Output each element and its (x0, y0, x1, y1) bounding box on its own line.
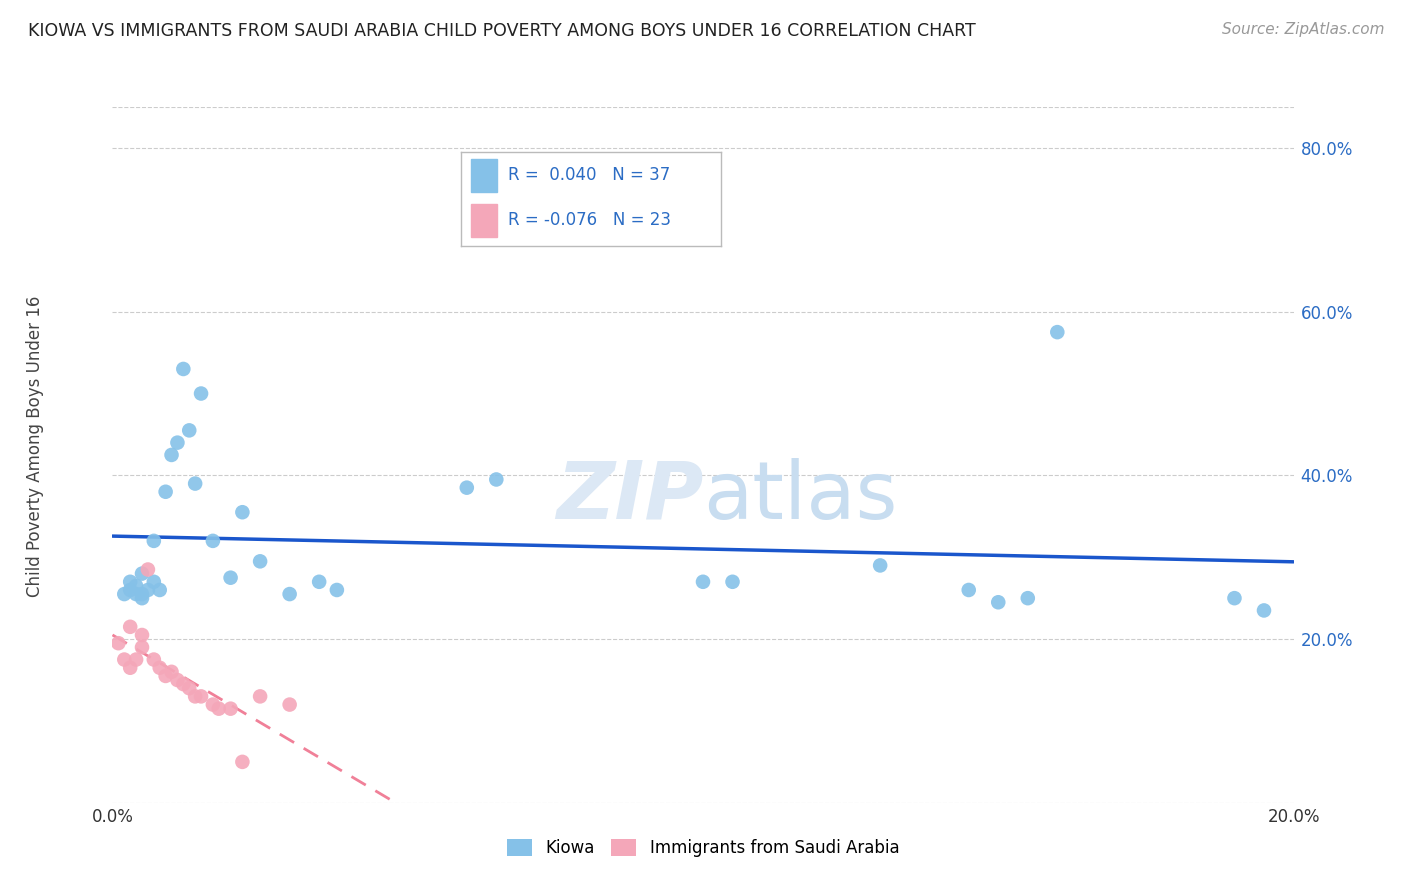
Point (142, 652, 165, 666)
Point (172, 362, 194, 376)
Point (219, 701, 242, 715)
Point (869, 558, 891, 573)
Point (120, 661, 142, 675)
Point (160, 665, 183, 679)
Point (149, 661, 172, 675)
Text: atlas: atlas (703, 458, 897, 536)
Point (231, 755, 253, 769)
Point (987, 595, 1010, 609)
Point (201, 533, 224, 548)
Point (278, 698, 301, 712)
Text: Source: ZipAtlas.com: Source: ZipAtlas.com (1222, 22, 1385, 37)
Point (308, 574, 330, 589)
Point (112, 587, 135, 601)
Point (208, 701, 231, 715)
Point (166, 435, 188, 450)
Point (112, 652, 135, 666)
Point (184, 690, 207, 704)
Point (155, 484, 177, 499)
Point (155, 669, 177, 683)
Point (166, 673, 188, 687)
Point (120, 620, 142, 634)
Point (149, 582, 172, 597)
Point (692, 574, 714, 589)
Point (201, 698, 224, 712)
Point (131, 628, 153, 642)
Point (125, 652, 148, 666)
Point (120, 582, 142, 597)
Point (120, 574, 142, 589)
Point (249, 690, 271, 704)
Point (231, 505, 253, 519)
Point (179, 681, 201, 696)
Point (1223, 591, 1246, 606)
Point (160, 448, 183, 462)
Point (184, 476, 207, 491)
Point (190, 386, 212, 401)
Point (219, 571, 242, 585)
Point (125, 587, 148, 601)
Point (179, 423, 201, 437)
Point (131, 640, 153, 655)
Point (326, 582, 349, 597)
Point (190, 690, 212, 704)
Text: Child Poverty Among Boys Under 16: Child Poverty Among Boys Under 16 (27, 295, 44, 597)
Point (142, 574, 165, 589)
Point (485, 473, 508, 487)
Point (131, 591, 153, 606)
Point (1046, 325, 1069, 339)
Point (957, 582, 980, 597)
Text: ZIP: ZIP (555, 458, 703, 536)
Point (721, 574, 744, 589)
Point (456, 481, 478, 495)
Text: KIOWA VS IMMIGRANTS FROM SAUDI ARABIA CHILD POVERTY AMONG BOYS UNDER 16 CORRELAT: KIOWA VS IMMIGRANTS FROM SAUDI ARABIA CH… (28, 22, 976, 40)
Legend: Kiowa, Immigrants from Saudi Arabia: Kiowa, Immigrants from Saudi Arabia (501, 832, 905, 864)
Point (1253, 603, 1275, 617)
Point (1017, 591, 1039, 606)
Point (131, 587, 153, 601)
Point (107, 636, 129, 650)
Point (136, 582, 159, 597)
Point (125, 579, 148, 593)
Point (142, 533, 165, 548)
Point (278, 587, 301, 601)
Point (136, 562, 159, 576)
Point (249, 554, 271, 568)
Point (172, 677, 194, 691)
Point (131, 566, 153, 581)
